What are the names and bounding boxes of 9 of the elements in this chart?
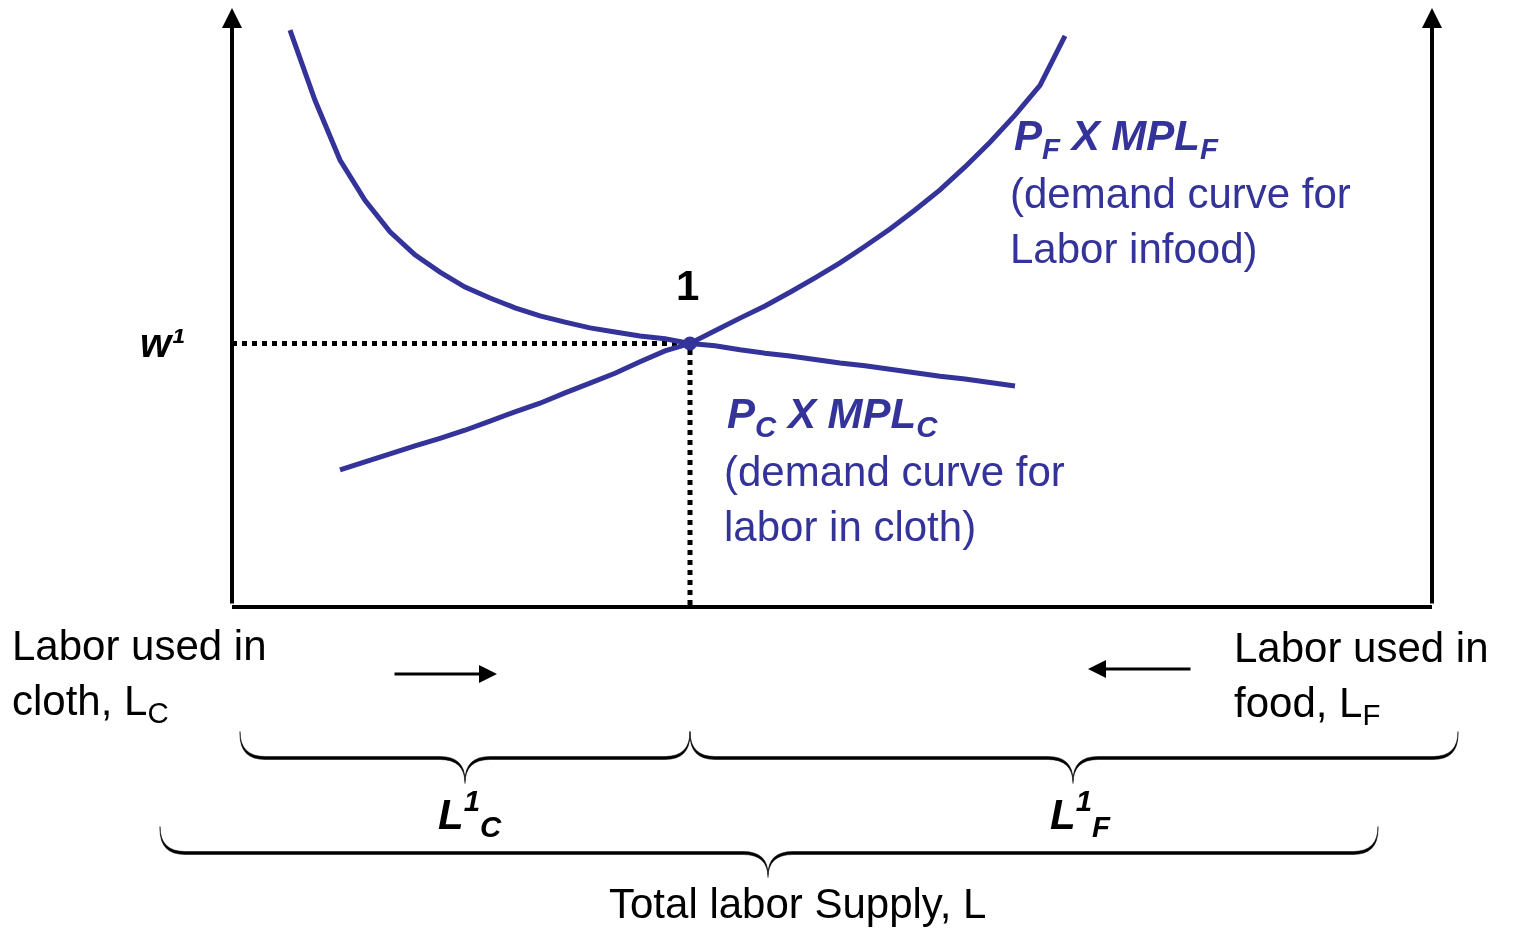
- series-label: P$_{C}$ X MPL$_{C}$: [727, 390, 939, 443]
- series-label: P$_{F}$ X MPL$_{F}$: [1014, 112, 1219, 165]
- text: Total labor Supply, L: [609, 880, 987, 927]
- annotation: 1: [676, 262, 700, 309]
- annotation: (demand curve for labor in cloth): [724, 448, 1065, 550]
- annotation: (demand curve for Labor infood): [1010, 170, 1351, 272]
- ref-line-label: w¹: [140, 321, 185, 365]
- text: Labor used in cloth, L$_{C}$: [12, 622, 267, 730]
- text: Labor used in food, L$_{F}$: [1234, 624, 1489, 732]
